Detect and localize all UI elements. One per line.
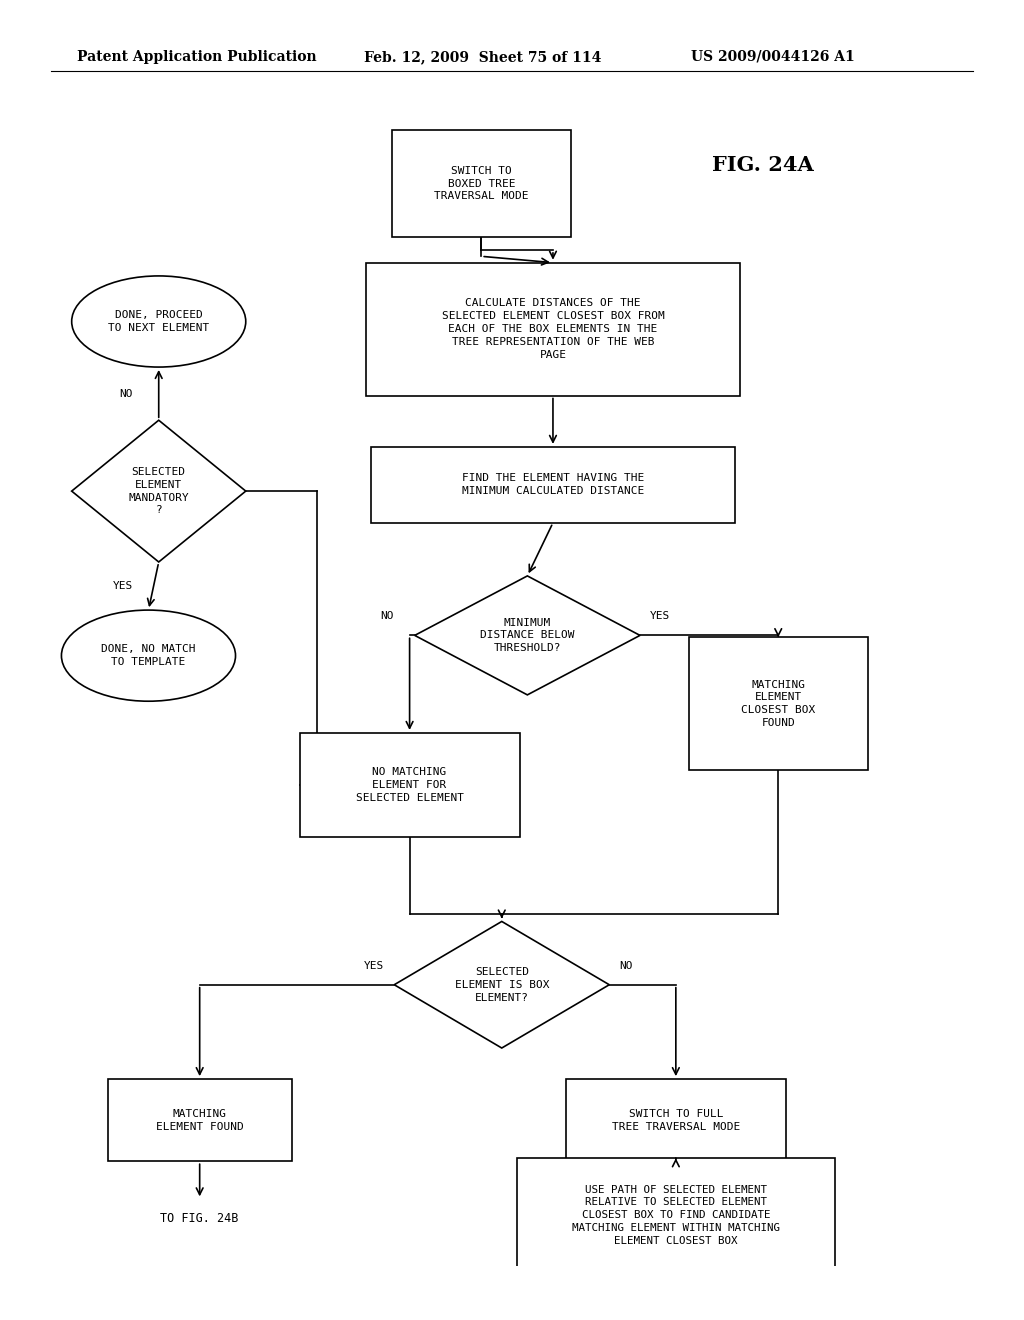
FancyBboxPatch shape <box>372 446 735 523</box>
FancyBboxPatch shape <box>391 129 570 238</box>
Text: Feb. 12, 2009  Sheet 75 of 114: Feb. 12, 2009 Sheet 75 of 114 <box>364 50 601 63</box>
Text: SWITCH TO FULL
TREE TRAVERSAL MODE: SWITCH TO FULL TREE TRAVERSAL MODE <box>611 1109 740 1131</box>
Polygon shape <box>394 921 609 1048</box>
Text: SWITCH TO
BOXED TREE
TRAVERSAL MODE: SWITCH TO BOXED TREE TRAVERSAL MODE <box>434 166 528 202</box>
Text: FIG. 24A: FIG. 24A <box>712 154 813 174</box>
Text: DONE, NO MATCH
TO TEMPLATE: DONE, NO MATCH TO TEMPLATE <box>101 644 196 667</box>
FancyBboxPatch shape <box>108 1078 292 1162</box>
FancyBboxPatch shape <box>565 1078 786 1162</box>
Text: NO: NO <box>381 611 394 622</box>
FancyBboxPatch shape <box>300 733 520 837</box>
Text: SELECTED
ELEMENT IS BOX
ELEMENT?: SELECTED ELEMENT IS BOX ELEMENT? <box>455 968 549 1002</box>
Text: YES: YES <box>113 581 133 591</box>
Text: CALCULATE DISTANCES OF THE
SELECTED ELEMENT CLOSEST BOX FROM
EACH OF THE BOX ELE: CALCULATE DISTANCES OF THE SELECTED ELEM… <box>441 298 665 359</box>
Text: Patent Application Publication: Patent Application Publication <box>77 50 316 63</box>
Text: USE PATH OF SELECTED ELEMENT
RELATIVE TO SELECTED ELEMENT
CLOSEST BOX TO FIND CA: USE PATH OF SELECTED ELEMENT RELATIVE TO… <box>571 1184 780 1246</box>
Text: NO: NO <box>120 388 133 399</box>
Text: NO MATCHING
ELEMENT FOR
SELECTED ELEMENT: NO MATCHING ELEMENT FOR SELECTED ELEMENT <box>355 767 464 803</box>
Ellipse shape <box>72 276 246 367</box>
Polygon shape <box>415 576 640 694</box>
Text: YES: YES <box>650 611 671 622</box>
Text: DONE, PROCEED
TO NEXT ELEMENT: DONE, PROCEED TO NEXT ELEMENT <box>109 310 209 333</box>
Text: YES: YES <box>364 961 384 970</box>
Ellipse shape <box>61 610 236 701</box>
FancyBboxPatch shape <box>367 263 739 396</box>
Text: FIND THE ELEMENT HAVING THE
MINIMUM CALCULATED DISTANCE: FIND THE ELEMENT HAVING THE MINIMUM CALC… <box>462 474 644 496</box>
Text: TO FIG. 24B: TO FIG. 24B <box>161 1212 239 1225</box>
Text: SELECTED
ELEMENT
MANDATORY
?: SELECTED ELEMENT MANDATORY ? <box>128 467 189 515</box>
Polygon shape <box>72 420 246 562</box>
Text: US 2009/0044126 A1: US 2009/0044126 A1 <box>691 50 855 63</box>
Text: NO: NO <box>620 961 633 970</box>
Text: MINIMUM
DISTANCE BELOW
THRESHOLD?: MINIMUM DISTANCE BELOW THRESHOLD? <box>480 618 574 653</box>
FancyBboxPatch shape <box>517 1158 835 1272</box>
Text: MATCHING
ELEMENT
CLOSEST BOX
FOUND: MATCHING ELEMENT CLOSEST BOX FOUND <box>741 680 815 727</box>
FancyBboxPatch shape <box>688 638 867 770</box>
Text: MATCHING
ELEMENT FOUND: MATCHING ELEMENT FOUND <box>156 1109 244 1131</box>
